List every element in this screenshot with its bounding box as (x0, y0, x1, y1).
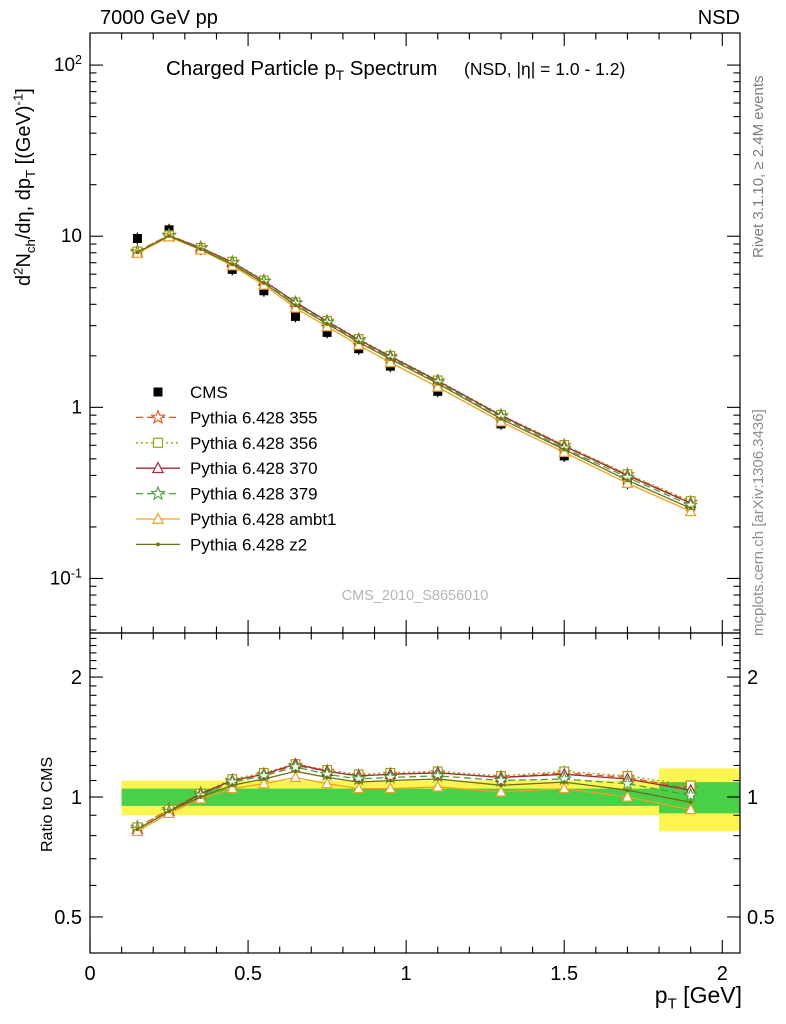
svg-text:Pythia 6.428 355: Pythia 6.428 355 (190, 408, 318, 427)
svg-text:Pythia 6.428 z2: Pythia 6.428 z2 (190, 535, 307, 554)
rivet-version-note: Rivet 3.1.10, ≥ 2.4M events (750, 76, 767, 259)
svg-text:1: 1 (747, 787, 758, 809)
svg-text:0.5: 0.5 (234, 963, 262, 985)
svg-text:1: 1 (71, 397, 82, 418)
header-left-label: 7000 GeV pp (100, 7, 218, 29)
svg-text:CMS: CMS (190, 383, 228, 402)
svg-text:1: 1 (401, 963, 412, 985)
ratio-uncertainty-bands (121, 768, 740, 832)
titles: Charged Particle pT Spectrum (NSD, |η| = … (10, 57, 742, 1013)
svg-text:10: 10 (61, 226, 82, 247)
svg-text:0: 0 (84, 963, 95, 985)
ratio-axis-title: Ratio to CMS (39, 757, 56, 852)
svg-text:(NSD, |η| = 1.0 - 1.2): (NSD, |η| = 1.0 - 1.2) (464, 59, 625, 79)
svg-text:2: 2 (747, 667, 758, 689)
svg-text:Charged Particle pT Spectrum: Charged Particle pT Spectrum (166, 57, 437, 83)
svg-text:2: 2 (71, 667, 82, 689)
ratio-series (129, 757, 699, 837)
svg-text:102: 102 (54, 53, 82, 76)
panel-frames (89, 32, 741, 954)
svg-text:1: 1 (71, 787, 82, 809)
svg-text:Pythia 6.428 379: Pythia 6.428 379 (190, 485, 318, 504)
svg-text:10-1: 10-1 (50, 566, 82, 589)
legend: CMS Pythia 6.428 355 Pythia 6.428 356 Pythi… (136, 383, 336, 554)
svg-text:pT [GeV]: pT [GeV] (655, 982, 742, 1013)
axis-ticks (89, 33, 740, 953)
svg-text:Pythia 6.428 356: Pythia 6.428 356 (190, 434, 318, 453)
svg-text:Pythia 6.428 ambt1: Pythia 6.428 ambt1 (190, 510, 336, 529)
svg-text:2: 2 (717, 963, 728, 985)
svg-text:d2Nch/dη, dpT [(GeV)-1]: d2Nch/dη, dpT [(GeV)-1] (10, 88, 37, 286)
spectrum-series (129, 227, 699, 517)
mcplots-arxiv-note: mcplots.cern.ch [arXiv:1306.3436] (750, 409, 767, 636)
watermark-analysis-id: CMS_2010_S8656010 (342, 588, 489, 604)
header-right-label: NSD (698, 7, 740, 29)
svg-text:0.5: 0.5 (54, 907, 82, 929)
axis-tick-labels: 0 0.5 1 1.5 2 10-1 1 10 102 0.5 0.5 1 1 2 2 (50, 53, 775, 985)
svg-text:Pythia 6.428 370: Pythia 6.428 370 (190, 459, 318, 478)
svg-text:0.5: 0.5 (747, 907, 775, 929)
svg-text:1.5: 1.5 (550, 963, 578, 985)
